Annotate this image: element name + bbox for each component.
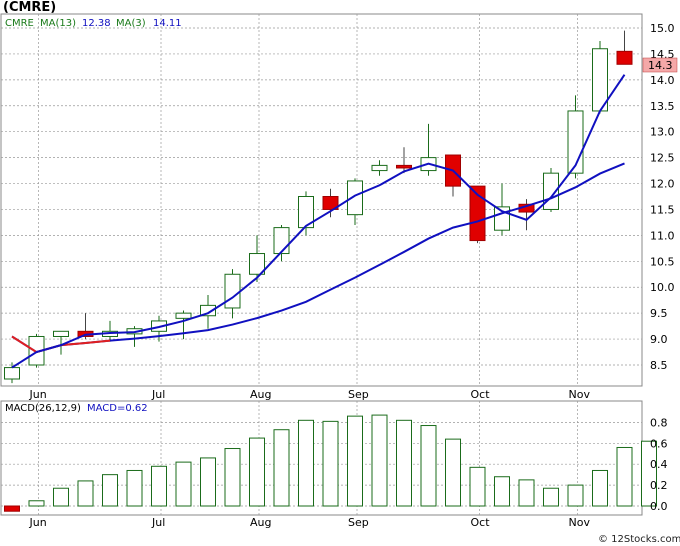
macd-bar bbox=[273, 429, 290, 507]
price-y-tick-label: 14.0 bbox=[650, 74, 675, 87]
macd-bar bbox=[102, 474, 118, 507]
macd-bar bbox=[494, 476, 510, 507]
candle-up bbox=[4, 367, 20, 380]
candle-up bbox=[249, 253, 265, 275]
macd-y-tick-label: 0.2 bbox=[650, 479, 668, 492]
macd-bar bbox=[298, 419, 314, 507]
macd-bar bbox=[641, 440, 657, 507]
candle-up bbox=[347, 180, 363, 216]
price-x-tick-label: Jun bbox=[29, 388, 47, 401]
macd-legend-value: MACD=0.62 bbox=[87, 403, 148, 414]
macd-bar bbox=[77, 480, 94, 507]
price-x-tick-label: Jul bbox=[151, 388, 165, 401]
macd-x-tick-label: Jun bbox=[29, 516, 47, 529]
price-y-tick-label: 12.0 bbox=[650, 178, 675, 191]
price-y-tick-label: 13.0 bbox=[650, 126, 675, 139]
macd-bar bbox=[371, 414, 388, 507]
price-y-tick-label: 13.5 bbox=[650, 100, 675, 113]
macd-y-tick-label: 0.8 bbox=[650, 416, 668, 429]
macd-bar bbox=[469, 466, 486, 507]
macd-bar bbox=[224, 448, 241, 507]
macd-x-tick-label: Jul bbox=[151, 516, 165, 529]
macd-bar bbox=[396, 419, 412, 507]
macd-bar bbox=[126, 469, 143, 507]
macd-y-tick-label: 0.6 bbox=[650, 437, 668, 450]
ma13-line bbox=[11, 162, 625, 354]
price-y-tick-label: 15.0 bbox=[650, 22, 675, 35]
price-y-tick-label: 9.0 bbox=[650, 333, 668, 346]
price-y-tick-label: 10.0 bbox=[650, 281, 675, 294]
price-y-tick-label: 12.5 bbox=[650, 152, 675, 165]
axis-labels: 15.0 14.5 14.0 13.5 13.0 12.5 12.0 11.5 11.0 10.5… bbox=[29, 22, 675, 529]
price-y-tick-label: 11.5 bbox=[650, 203, 675, 216]
legend-ma3-value: 14.11 bbox=[153, 18, 182, 29]
candle-up bbox=[273, 227, 290, 255]
candle-down bbox=[396, 164, 412, 169]
candle-down bbox=[322, 196, 339, 210]
candle-up bbox=[224, 273, 241, 309]
macd-bar-negative bbox=[4, 505, 20, 512]
price-x-tick-label: Aug bbox=[250, 388, 271, 401]
price-x-tick-label: Nov bbox=[569, 388, 591, 401]
price-panel-frame bbox=[0, 13, 643, 387]
ma3-line bbox=[11, 74, 626, 369]
price-y-tick-label: 14.5 bbox=[650, 48, 675, 61]
candle-up bbox=[200, 304, 216, 317]
macd-x-tick-label: Oct bbox=[471, 516, 491, 529]
price-x-tick-label: Oct bbox=[471, 388, 491, 401]
price-x-tick-label: Sep bbox=[348, 388, 369, 401]
candle-down bbox=[616, 50, 633, 65]
macd-y-tick-label: 0.0 bbox=[650, 500, 668, 513]
price-marks bbox=[4, 30, 633, 384]
candle-up bbox=[53, 330, 69, 337]
macd-bar bbox=[567, 484, 584, 507]
candle-up bbox=[175, 312, 192, 319]
macd-bar bbox=[200, 457, 216, 507]
legend-ma3-label: MA(3) bbox=[116, 18, 146, 29]
macd-bar bbox=[445, 438, 461, 507]
macd-bar bbox=[420, 425, 437, 507]
watermark: © 12Stocks.com bbox=[598, 534, 680, 545]
last-price-box bbox=[642, 57, 678, 73]
legend-ma13-label: MA(13) bbox=[40, 18, 76, 29]
price-y-tick-label: 11.0 bbox=[650, 229, 675, 242]
macd-bar bbox=[322, 420, 339, 507]
macd-bar bbox=[616, 446, 633, 507]
chart-title: (CMRE) bbox=[3, 0, 56, 15]
candle-down bbox=[469, 185, 486, 242]
macd-x-tick-label: Aug bbox=[250, 516, 271, 529]
price-grid bbox=[1, 14, 642, 386]
candle-up bbox=[371, 164, 388, 172]
macd-bar bbox=[592, 469, 608, 507]
price-y-tick-label: 9.5 bbox=[650, 307, 668, 320]
macd-bar bbox=[543, 487, 559, 507]
macd-bar bbox=[28, 500, 45, 507]
macd-bar bbox=[347, 415, 363, 507]
macd-x-tick-label: Nov bbox=[569, 516, 591, 529]
macd-x-tick-label: Sep bbox=[348, 516, 369, 529]
macd-bar bbox=[151, 465, 167, 507]
legend-ticker: CMRE bbox=[5, 18, 34, 29]
macd-bar bbox=[53, 487, 69, 507]
macd-bar bbox=[249, 437, 265, 507]
macd-bar bbox=[518, 479, 535, 507]
macd-y-tick-label: 0.4 bbox=[650, 458, 668, 471]
macd-legend-label: MACD(26,12,9) bbox=[5, 403, 81, 414]
legend-ma13-value: 12.38 bbox=[82, 18, 111, 29]
last-price-label: 14.3 bbox=[648, 59, 673, 72]
macd-marks bbox=[4, 414, 657, 512]
macd-bar bbox=[175, 461, 192, 507]
candle-up bbox=[298, 196, 314, 229]
price-y-tick-label: 8.5 bbox=[650, 359, 668, 372]
price-y-tick-label: 10.5 bbox=[650, 255, 675, 268]
